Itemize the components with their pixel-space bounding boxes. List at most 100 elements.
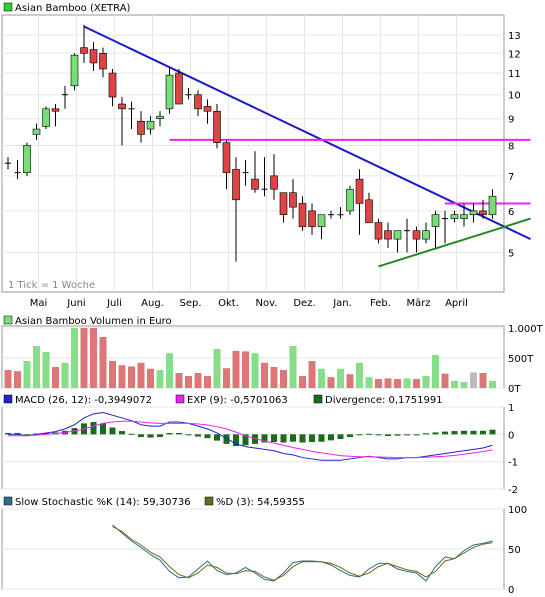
volume-bar bbox=[137, 362, 145, 388]
volume-bar bbox=[261, 362, 268, 388]
candle bbox=[384, 222, 392, 248]
volume-bar bbox=[33, 346, 40, 388]
price-x-tick-label: Juli bbox=[106, 298, 122, 309]
candle-body bbox=[146, 120, 155, 130]
macd-y-tick-label: -1 bbox=[508, 458, 518, 469]
volume-bar bbox=[223, 368, 230, 388]
volume-bar bbox=[327, 377, 335, 388]
candle-body bbox=[99, 52, 107, 70]
divergence-bar bbox=[214, 434, 220, 441]
candle bbox=[232, 157, 240, 262]
divergence-bar bbox=[204, 434, 211, 439]
candle bbox=[479, 199, 487, 219]
price-y-axis: 5 6 7 8 9 10 11 12 13 bbox=[508, 31, 521, 259]
price-y-tick-label: 8 bbox=[508, 141, 514, 152]
volume-bar bbox=[270, 367, 278, 388]
volume-bar bbox=[479, 373, 487, 388]
divergence-bar bbox=[309, 434, 315, 442]
divergence-bar bbox=[119, 431, 125, 435]
candle bbox=[137, 111, 145, 143]
volume-bar bbox=[337, 368, 344, 388]
volume-bar bbox=[52, 367, 59, 388]
macd-series-exp bbox=[8, 420, 493, 459]
volume-bar bbox=[470, 372, 477, 388]
macd-legend-label: MACD (26, 12): -0,3949072 bbox=[15, 395, 152, 406]
divergence-bar bbox=[128, 433, 135, 435]
candle-body bbox=[355, 178, 364, 204]
divergence-bar bbox=[385, 434, 391, 436]
divergence-bar bbox=[14, 432, 21, 435]
volume-bar bbox=[232, 350, 240, 388]
candle-body bbox=[450, 214, 459, 219]
divergence-bar bbox=[5, 432, 11, 435]
divergence-bar bbox=[470, 430, 477, 435]
volume-bar bbox=[71, 328, 78, 388]
volume-bar bbox=[289, 346, 297, 388]
candle-body bbox=[80, 47, 88, 54]
volume-bar bbox=[109, 361, 116, 388]
divergence-bar bbox=[423, 433, 429, 435]
divergence-bar bbox=[138, 434, 144, 438]
candle bbox=[89, 42, 98, 72]
d-legend-swatch bbox=[204, 496, 214, 506]
watermark: 1 Tick = 1 Woche bbox=[8, 280, 95, 291]
divergence-bar bbox=[233, 434, 239, 447]
candle bbox=[328, 210, 334, 219]
candle-body bbox=[232, 169, 240, 201]
divergence-bar bbox=[100, 423, 106, 435]
volume-bar bbox=[432, 355, 439, 388]
candle bbox=[23, 142, 31, 176]
divergence-bar bbox=[356, 434, 363, 436]
divergence-bar bbox=[375, 434, 382, 436]
candle bbox=[365, 192, 373, 223]
candle bbox=[242, 160, 249, 186]
volume-bar bbox=[99, 337, 107, 388]
stochastic-y-tick-label: 0 bbox=[508, 585, 514, 596]
volume-bar bbox=[128, 366, 135, 388]
divergence-bar bbox=[261, 434, 268, 443]
price-x-tick-label: Mai bbox=[30, 298, 48, 309]
candle bbox=[450, 210, 459, 223]
candle bbox=[175, 68, 183, 105]
macd-series-macd bbox=[8, 411, 493, 461]
price-x-tick-label: Dez. bbox=[293, 298, 315, 309]
price-x-tick-label: Okt. bbox=[218, 298, 239, 309]
volume-bar bbox=[308, 361, 316, 388]
candle-body bbox=[156, 115, 164, 119]
volume-bar bbox=[251, 353, 259, 388]
volume-bar bbox=[441, 373, 449, 388]
candle-body bbox=[460, 214, 468, 219]
candle bbox=[442, 210, 448, 244]
divergence-bar bbox=[328, 434, 334, 441]
stochastic-panel: Slow Stochastic %K (14): 59,30736 %D (3)… bbox=[1, 496, 527, 596]
price-x-tick-label: Nov. bbox=[256, 298, 278, 309]
price-grid bbox=[2, 15, 504, 292]
candle bbox=[393, 230, 402, 253]
macd-y-tick-label: 1 bbox=[508, 403, 514, 414]
volume-bar bbox=[194, 373, 202, 388]
exp-legend-label: EXP (9): -0,5701063 bbox=[187, 395, 288, 406]
divergence-bar bbox=[290, 434, 296, 442]
candle bbox=[14, 160, 21, 180]
price-y-tick-label: 6 bbox=[508, 207, 514, 218]
candle bbox=[203, 99, 212, 124]
price-panel: Asian Bamboo (XETRA) 5 6 7 8 9 10 11 12 13 1 Tic… bbox=[1, 2, 531, 309]
candle bbox=[32, 123, 41, 140]
divergence-bar bbox=[157, 434, 163, 438]
price-x-tick-label: März bbox=[406, 298, 430, 309]
stochastic-series-pct-d bbox=[112, 526, 493, 581]
volume-bar bbox=[403, 378, 411, 388]
volume-bar bbox=[346, 374, 354, 388]
divergence-bar bbox=[195, 434, 201, 437]
volume-y-tick-label: 1.000T bbox=[508, 324, 544, 335]
volume-bar bbox=[242, 351, 249, 388]
stochastic-y-tick-label: 50 bbox=[508, 545, 521, 556]
volume-bar bbox=[460, 382, 468, 388]
macd-legend-swatch bbox=[3, 394, 13, 404]
divergence-legend-label: Divergence: 0,1751991 bbox=[325, 395, 443, 406]
volume-bar bbox=[489, 380, 496, 388]
divergence-bar bbox=[337, 434, 344, 439]
price-y-tick-label: 7 bbox=[508, 172, 514, 183]
stochastic-grid bbox=[2, 508, 504, 590]
volume-bar bbox=[118, 365, 126, 388]
